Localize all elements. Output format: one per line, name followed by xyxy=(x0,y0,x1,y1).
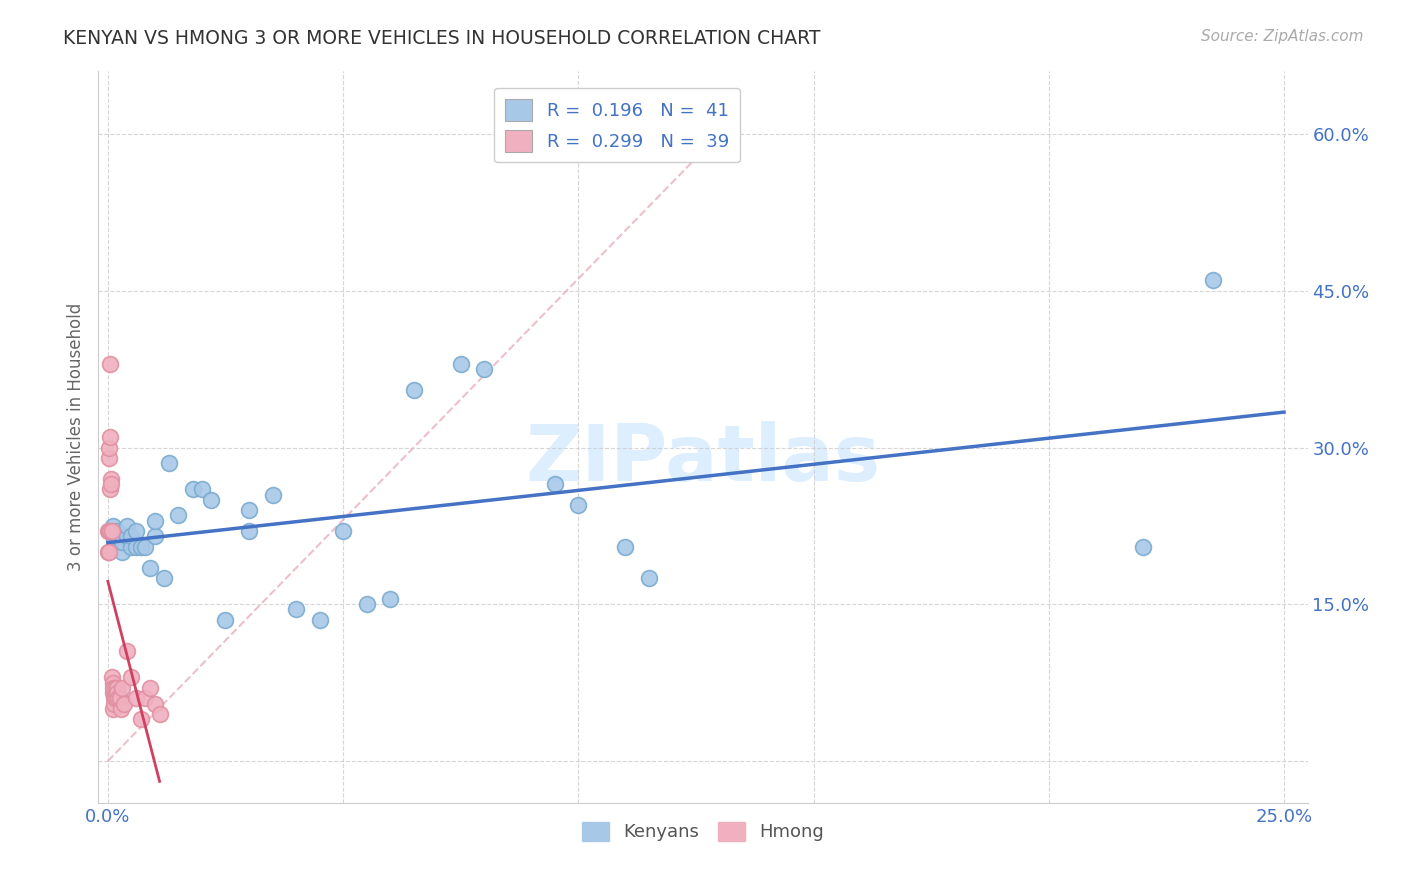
Y-axis label: 3 or more Vehicles in Household: 3 or more Vehicles in Household xyxy=(66,303,84,571)
Point xyxy=(125,691,148,706)
Point xyxy=(108,691,131,706)
Point xyxy=(107,691,129,706)
Point xyxy=(115,529,138,543)
Point xyxy=(105,681,128,695)
Point xyxy=(101,519,124,533)
Point xyxy=(308,613,330,627)
Point xyxy=(101,686,124,700)
Point xyxy=(143,529,166,543)
Point xyxy=(238,524,260,538)
Point xyxy=(98,450,121,465)
Point xyxy=(101,675,124,690)
Point xyxy=(115,519,138,533)
Point xyxy=(129,712,152,726)
Point xyxy=(115,644,138,658)
Point xyxy=(105,529,128,543)
Point xyxy=(111,681,134,695)
Point xyxy=(97,524,120,538)
Point xyxy=(200,492,222,507)
Point xyxy=(285,602,308,616)
Point xyxy=(129,540,152,554)
Point xyxy=(143,697,166,711)
Point xyxy=(103,691,125,706)
Point xyxy=(105,524,128,538)
Point xyxy=(139,681,162,695)
Point xyxy=(125,540,148,554)
Point xyxy=(472,362,495,376)
Point xyxy=(98,441,121,455)
Point xyxy=(149,706,172,721)
Point xyxy=(111,545,134,559)
Point xyxy=(110,702,132,716)
Point xyxy=(104,681,127,695)
Point xyxy=(100,477,122,491)
Point xyxy=(105,691,128,706)
Point xyxy=(378,592,401,607)
Point xyxy=(111,534,134,549)
Point xyxy=(98,430,121,444)
Point xyxy=(101,702,124,716)
Point xyxy=(97,545,120,559)
Point xyxy=(98,483,121,497)
Point xyxy=(450,357,472,371)
Point xyxy=(153,571,176,585)
Point xyxy=(104,691,127,706)
Text: Source: ZipAtlas.com: Source: ZipAtlas.com xyxy=(1201,29,1364,44)
Point xyxy=(614,540,637,554)
Point xyxy=(1132,540,1154,554)
Point xyxy=(167,508,190,523)
Point xyxy=(98,357,121,371)
Point xyxy=(544,477,567,491)
Point xyxy=(125,524,148,538)
Point xyxy=(112,697,135,711)
Point xyxy=(100,472,122,486)
Point xyxy=(356,597,378,611)
Point xyxy=(262,487,284,501)
Point xyxy=(402,383,425,397)
Text: KENYAN VS HMONG 3 OR MORE VEHICLES IN HOUSEHOLD CORRELATION CHART: KENYAN VS HMONG 3 OR MORE VEHICLES IN HO… xyxy=(63,29,821,47)
Point xyxy=(101,529,124,543)
Point xyxy=(191,483,214,497)
Point xyxy=(98,524,121,538)
Point xyxy=(120,670,142,684)
Point xyxy=(214,613,236,627)
Legend: Kenyans, Hmong: Kenyans, Hmong xyxy=(575,814,831,848)
Point xyxy=(1202,273,1225,287)
Point xyxy=(100,524,122,538)
Point xyxy=(238,503,260,517)
Point xyxy=(143,514,166,528)
Point xyxy=(97,545,120,559)
Point xyxy=(157,456,180,470)
Point xyxy=(103,681,125,695)
Point xyxy=(120,529,142,543)
Point xyxy=(105,686,128,700)
Point xyxy=(134,540,156,554)
Point xyxy=(332,524,354,538)
Point xyxy=(567,498,589,512)
Point xyxy=(103,697,125,711)
Point xyxy=(120,540,142,554)
Point xyxy=(104,686,127,700)
Text: ZIPatlas: ZIPatlas xyxy=(526,421,880,497)
Point xyxy=(139,560,162,574)
Point xyxy=(101,670,124,684)
Point xyxy=(638,571,661,585)
Point xyxy=(97,524,120,538)
Point xyxy=(181,483,204,497)
Point xyxy=(134,691,156,706)
